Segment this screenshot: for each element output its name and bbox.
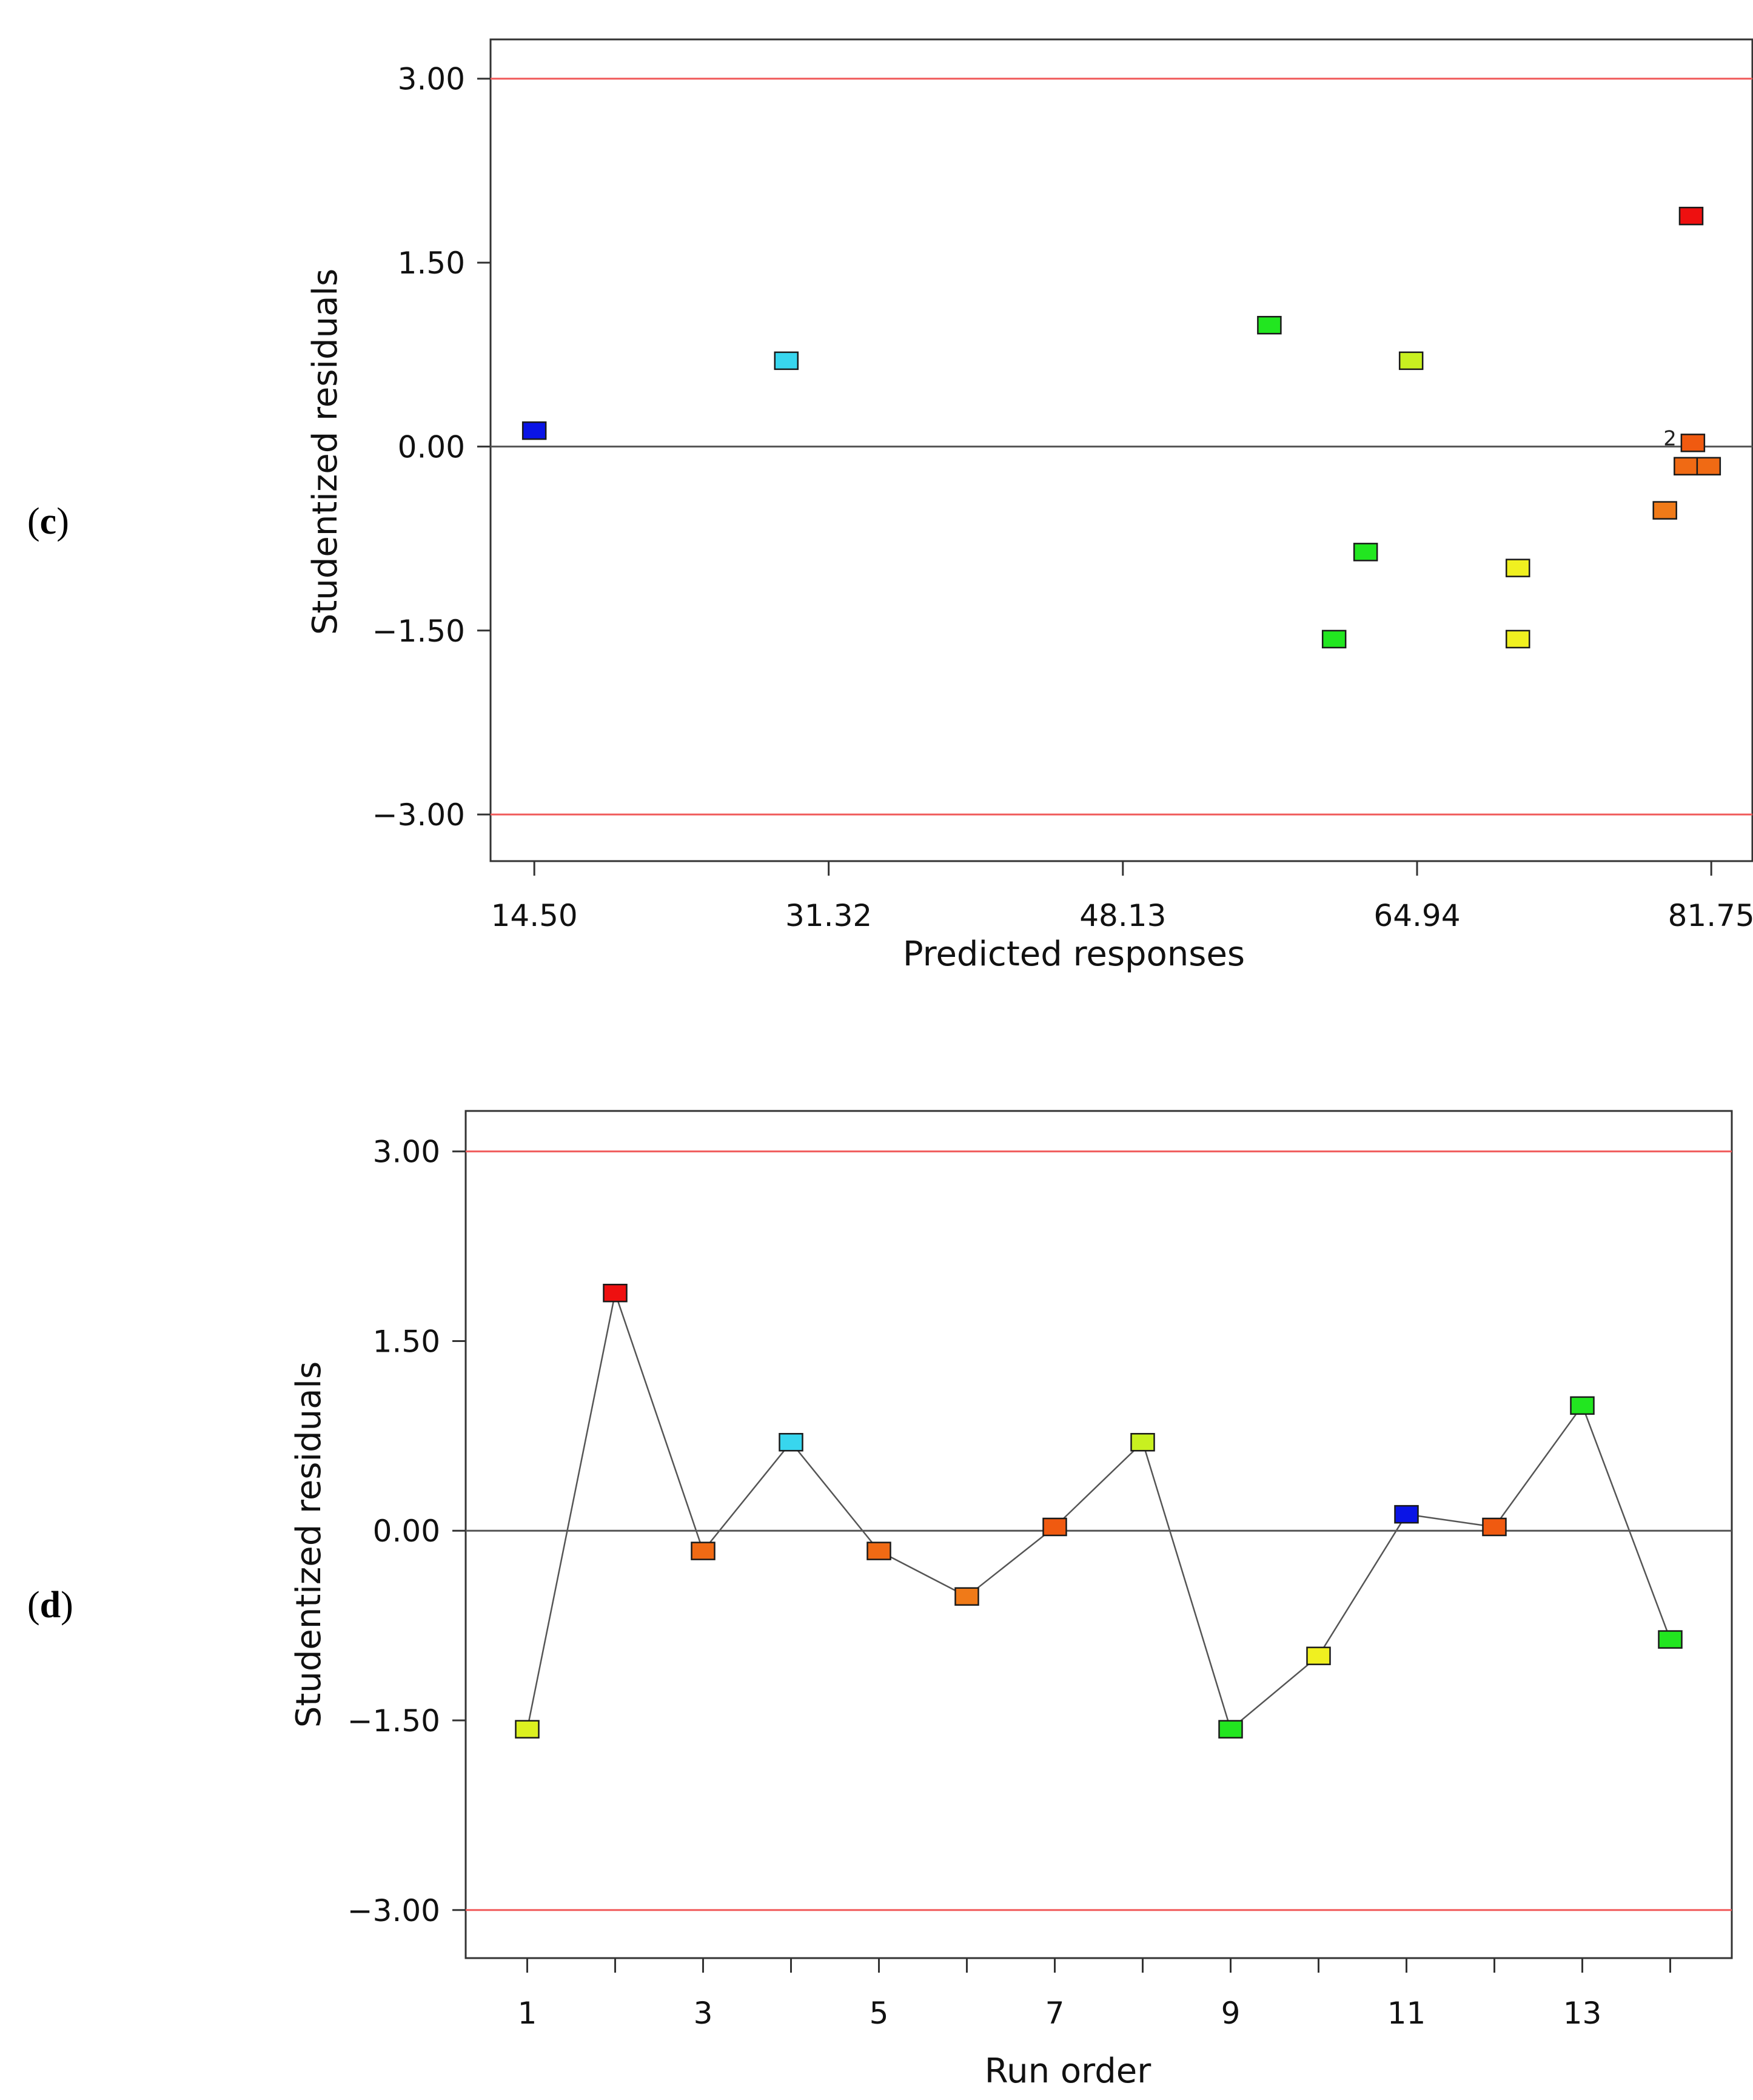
data-point-marker <box>954 1587 979 1606</box>
x-tick-label: 81.75 <box>1668 898 1753 933</box>
data-point-marker <box>515 1720 540 1739</box>
data-point-marker <box>1353 543 1378 562</box>
x-tick-label: 14.50 <box>491 898 578 933</box>
panel-letter: c <box>40 501 57 542</box>
panel-letter: d <box>40 1585 61 1626</box>
x-tick-label: 31.32 <box>785 898 872 933</box>
data-point-count-label: 2 <box>1663 426 1677 451</box>
data-point-marker <box>1306 1646 1331 1665</box>
x-tick-label: 13 <box>1563 1996 1602 2031</box>
x-tick-label: 11 <box>1387 1996 1426 2031</box>
data-point-marker <box>521 421 547 440</box>
data-point-marker <box>1505 559 1530 577</box>
x-axis-title: Predicted responses <box>903 934 1245 974</box>
data-point-marker <box>774 351 799 371</box>
panel-label: (d) <box>27 1585 73 1626</box>
x-tick-label: 48.13 <box>1079 898 1166 933</box>
panel-label: (c) <box>27 501 69 542</box>
data-point-marker <box>779 1433 803 1452</box>
data-point-marker <box>1678 206 1704 226</box>
plot-frame <box>489 38 1753 862</box>
data-point-marker <box>1482 1517 1507 1537</box>
x-tick-label: 3 <box>694 1996 713 2031</box>
panel-c-residuals-vs-predicted: (c) 3.00 1.50 0.00 −1.50 −3.00 14.50 31.32 48.13… <box>27 38 1753 974</box>
x-tick-label: 1 <box>518 1996 537 2031</box>
y-tick-label: 0.00 <box>373 1514 440 1549</box>
y-tick-label: 3.00 <box>373 1135 440 1170</box>
data-point-marker <box>1652 501 1677 520</box>
data-point-marker <box>1257 315 1282 335</box>
x-tick-label: 7 <box>1045 1996 1065 2031</box>
data-point-marker <box>691 1541 716 1560</box>
data-point-marker <box>603 1284 628 1303</box>
data-point-marker <box>1321 629 1347 649</box>
data-point-marker <box>1696 457 1721 476</box>
data-point-marker <box>1130 1433 1155 1452</box>
data-point-marker <box>1570 1396 1595 1415</box>
y-tick-label: 1.50 <box>373 1324 440 1359</box>
data-point-marker <box>1658 1630 1683 1649</box>
data-point-marker <box>866 1541 891 1560</box>
y-axis-title: Studentized residuals <box>289 1361 329 1728</box>
y-tick-label: −3.00 <box>347 1893 440 1928</box>
y-tick-label: 3.00 <box>398 62 465 97</box>
x-tick-label: 64.94 <box>1373 898 1460 933</box>
x-axis-title: Run order <box>985 2051 1151 2091</box>
data-point-marker <box>1674 457 1698 476</box>
series-line <box>526 1290 1671 1731</box>
data-point-marker <box>1680 434 1706 452</box>
y-tick-label: 0.00 <box>398 429 465 465</box>
data-point-marker <box>1218 1720 1243 1739</box>
x-tick-label: 9 <box>1221 1996 1241 2031</box>
y-axis-title: Studentized residuals <box>306 269 345 635</box>
y-tick-label: −1.50 <box>347 1703 440 1739</box>
data-point-marker <box>1505 629 1530 649</box>
plot-frame <box>464 1110 1733 1959</box>
y-tick-label: −3.00 <box>372 797 465 833</box>
x-tick-label: 5 <box>870 1996 889 2031</box>
data-point-marker <box>1042 1517 1067 1537</box>
y-tick-label: 1.50 <box>398 246 465 281</box>
data-point-marker <box>1394 1505 1419 1524</box>
data-point-marker <box>1398 351 1424 371</box>
y-tick-label: −1.50 <box>372 614 465 649</box>
